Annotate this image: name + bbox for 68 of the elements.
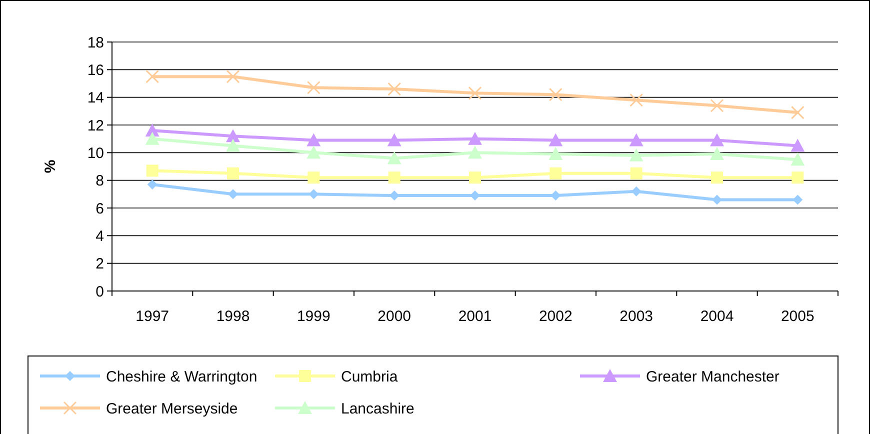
point [548, 88, 562, 102]
legend-label: Lancashire [341, 400, 414, 418]
x-tick-label: 2003 [620, 308, 654, 325]
point [710, 133, 724, 146]
point [147, 179, 158, 190]
point [710, 98, 724, 112]
legend-label: Greater Manchester [646, 368, 780, 386]
point [550, 167, 562, 180]
point [629, 148, 644, 162]
point [468, 132, 482, 145]
x-tick-label: 1997 [136, 308, 170, 325]
point [710, 147, 724, 160]
y-tick-label: 16 [87, 62, 104, 79]
point [226, 129, 240, 142]
point [790, 138, 805, 152]
point [145, 132, 160, 145]
point [146, 70, 160, 84]
point [792, 194, 803, 205]
point [630, 167, 642, 180]
point [711, 172, 723, 184]
y-tick-label: 8 [96, 172, 104, 190]
point [306, 80, 320, 94]
point [468, 146, 482, 159]
point [388, 82, 402, 96]
point [308, 172, 320, 184]
point [306, 133, 321, 146]
y-tick-label: 12 [87, 117, 104, 134]
point [629, 133, 644, 146]
legend-label: Greater Merseyside [106, 400, 238, 418]
point [548, 133, 563, 146]
point [712, 194, 722, 205]
point [387, 151, 402, 164]
x-tick-label: 2005 [780, 308, 814, 325]
y-tick-label: 0 [96, 283, 104, 300]
point [228, 189, 238, 200]
y-tick-label: 6 [96, 200, 104, 218]
point [146, 164, 158, 177]
point [306, 146, 321, 159]
legend-label: Cumbria [341, 368, 398, 386]
y-tick-label: 4 [96, 228, 104, 245]
legend-label: Cheshire & Warrington [106, 368, 258, 386]
point [631, 186, 642, 196]
x-tick-label: 2000 [378, 308, 412, 325]
point [388, 172, 400, 184]
point [548, 147, 563, 160]
point [387, 133, 402, 146]
y-tick-label: 18 [87, 34, 104, 52]
y-tick-label: 2 [96, 256, 104, 273]
point [630, 93, 644, 107]
point [469, 172, 481, 184]
point [308, 189, 319, 200]
point [470, 190, 480, 201]
y-axis-title: % [42, 160, 59, 174]
point [790, 152, 805, 166]
x-tick-label: 1999 [296, 308, 330, 325]
point [792, 172, 804, 184]
point [226, 70, 240, 84]
x-tick-label: 2002 [538, 308, 572, 325]
point [226, 138, 240, 152]
y-tick-label: 10 [87, 144, 104, 162]
x-tick-label: 2004 [700, 308, 734, 325]
point [227, 167, 239, 180]
x-tick-label: 2001 [458, 308, 492, 325]
y-tick-label: 14 [87, 90, 104, 107]
point [550, 190, 561, 201]
point [790, 106, 804, 120]
x-tick-label: 1998 [216, 308, 250, 325]
point [468, 86, 482, 100]
